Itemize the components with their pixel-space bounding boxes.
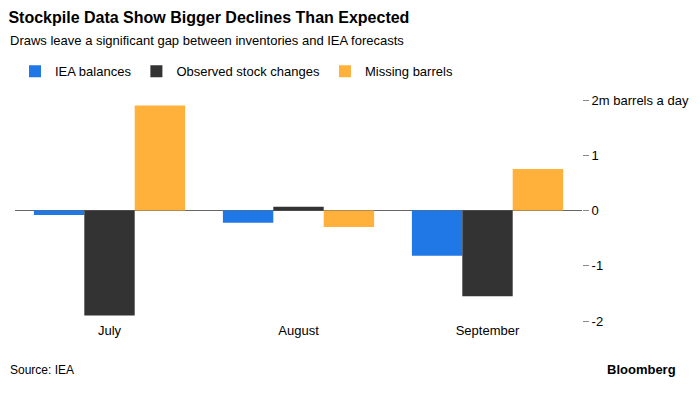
svg-text:0: 0 — [592, 203, 599, 218]
svg-text:Source: IEA: Source: IEA — [10, 363, 74, 377]
svg-text:-1: -1 — [592, 258, 604, 273]
svg-text:September: September — [456, 323, 520, 338]
svg-text:IEA balances: IEA balances — [55, 64, 131, 79]
svg-text:Stockpile Data Show Bigger Dec: Stockpile Data Show Bigger Declines Than… — [8, 9, 409, 26]
svg-text:July: July — [98, 323, 122, 338]
svg-text:2m barrels a day: 2m barrels a day — [592, 93, 689, 108]
svg-text:Bloomberg: Bloomberg — [607, 362, 676, 377]
svg-text:Missing barrels: Missing barrels — [365, 64, 453, 79]
svg-text:Observed stock changes: Observed stock changes — [176, 64, 320, 79]
svg-text:Draws leave a significant gap: Draws leave a significant gap between in… — [10, 33, 404, 48]
svg-text:-2: -2 — [592, 314, 604, 329]
svg-text:August: August — [278, 323, 319, 338]
svg-text:1: 1 — [592, 148, 599, 163]
